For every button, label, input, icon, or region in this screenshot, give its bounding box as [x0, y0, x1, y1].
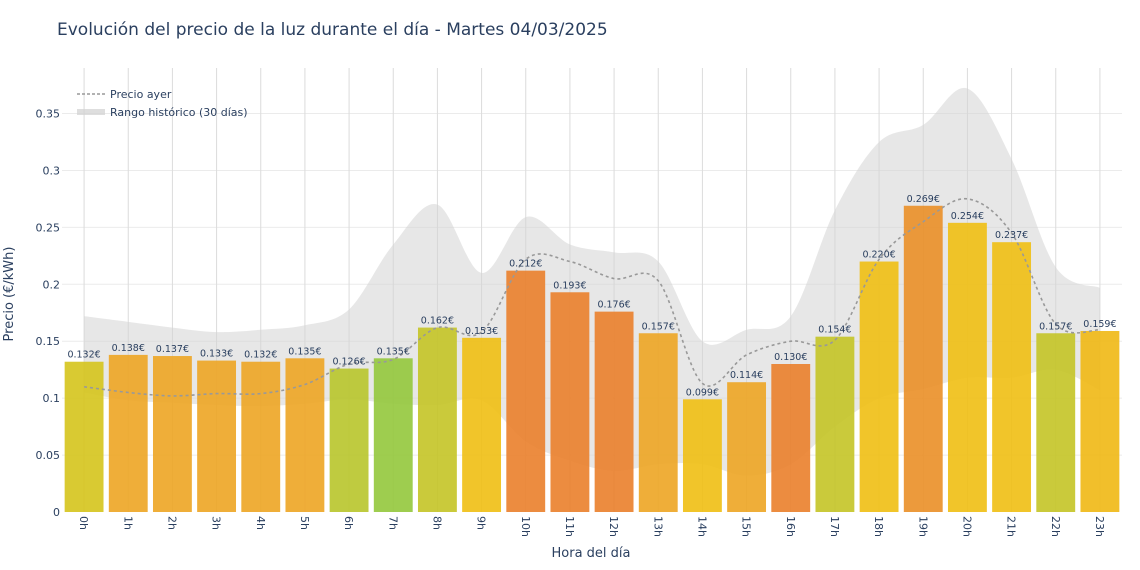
y-tick-label: 0.05 [36, 449, 61, 462]
price-bar [417, 327, 457, 512]
price-bar [947, 222, 987, 513]
x-tick-label: 9h [475, 516, 488, 530]
bar-value-label: 0.254€ [951, 211, 984, 222]
bar-value-label: 0.135€ [288, 346, 321, 357]
price-bar [771, 364, 811, 512]
x-tick-label: 2h [165, 516, 178, 530]
bar-value-label: 0.135€ [377, 346, 410, 357]
chart-title: Evolución del precio de la luz durante e… [57, 20, 608, 40]
bar-value-label: 0.132€ [67, 350, 100, 361]
bar-value-label: 0.157€ [1039, 321, 1072, 332]
x-tick-label: 11h [563, 516, 576, 537]
x-tick-label: 13h [651, 516, 664, 537]
price-bar [859, 261, 899, 512]
price-bar [815, 336, 855, 512]
price-bar [329, 368, 369, 512]
price-bar [197, 360, 237, 512]
bar-value-label: 0.133€ [200, 349, 233, 360]
y-tick-label: 0.1 [43, 392, 61, 405]
x-tick-label: 19h [916, 516, 929, 537]
bar-value-label: 0.193€ [553, 280, 586, 291]
historical-range-band [84, 87, 1100, 476]
x-tick-label: 7h [386, 516, 399, 530]
x-tick-label: 1h [121, 516, 134, 530]
x-tick-label: 18h [872, 516, 885, 537]
x-tick-label: 22h [1049, 516, 1062, 537]
legend-label-yesterday: Precio ayer [110, 88, 172, 101]
x-tick-label: 16h [784, 516, 797, 537]
price-bar [1080, 330, 1120, 512]
legend-label-range: Rango histórico (30 días) [110, 106, 248, 119]
bar-value-label: 0.114€ [730, 370, 763, 381]
y-tick-label: 0.15 [36, 335, 61, 348]
price-bar [594, 311, 634, 512]
bar-value-label: 0.237€ [995, 230, 1028, 241]
bar-value-label: 0.269€ [907, 194, 940, 205]
axis-layer: 0 0.05 0.1 0.15 0.2 0.25 0.3 0.35 0h 1h 2h 3h 4h 5h 6h… [36, 108, 1106, 537]
bar-value-label: 0.176€ [597, 300, 630, 311]
bar-value-label: 0.220€ [862, 250, 895, 261]
historical-range-band-layer [84, 87, 1100, 476]
x-tick-label: 6h [342, 516, 355, 530]
yesterday-price-line [83, 198, 1100, 397]
bar-value-label: 0.154€ [818, 325, 851, 336]
bar-value-label: 0.162€ [421, 316, 454, 327]
x-tick-label: 21h [1005, 516, 1018, 537]
y-tick-label: 0.25 [36, 221, 61, 234]
x-tick-label: 23h [1093, 516, 1106, 537]
x-tick-label: 5h [298, 516, 311, 530]
x-tick-label: 12h [607, 516, 620, 537]
bar-value-label: 0.138€ [112, 343, 145, 354]
x-tick-label: 14h [695, 516, 708, 537]
bar-value-label: 0.137€ [156, 344, 189, 355]
price-bar [373, 358, 413, 512]
price-bar [152, 356, 192, 512]
price-bar [992, 242, 1032, 512]
price-bar [1036, 333, 1076, 512]
price-bar [462, 337, 502, 512]
bar-value-label: 0.130€ [774, 352, 807, 363]
y-tick-label: 0.35 [36, 108, 61, 121]
price-bar [727, 382, 767, 512]
price-bar [108, 354, 148, 512]
bar-value-label: 0.132€ [244, 350, 277, 361]
legend-band-swatch [77, 109, 105, 115]
bar-layer [64, 205, 1120, 513]
bar-value-label: 0.159€ [1083, 319, 1116, 330]
y-tick-label: 0.2 [43, 278, 61, 291]
price-bar [682, 399, 722, 512]
x-tick-label: 17h [828, 516, 841, 537]
x-tick-label: 15h [740, 516, 753, 537]
x-tick-label: 3h [210, 516, 223, 530]
y-tick-label: 0.3 [43, 164, 61, 177]
x-axis-title: Hora del día [552, 546, 631, 561]
price-bar [903, 205, 943, 512]
bar-value-label: 0.153€ [465, 326, 498, 337]
bar-value-label: 0.099€ [686, 387, 719, 398]
price-bar [638, 333, 678, 512]
x-tick-label: 8h [430, 516, 443, 530]
x-tick-label: 10h [519, 516, 532, 537]
bar-value-label: 0.157€ [642, 321, 675, 332]
price-bar [550, 292, 590, 512]
price-bar [64, 361, 104, 512]
y-tick-label: 0 [53, 506, 60, 519]
yesterday-line-layer [83, 198, 1100, 397]
x-tick-label: 4h [254, 516, 267, 530]
legend: Precio ayer Rango histórico (30 días) [77, 88, 248, 119]
bar-value-label: 0.212€ [509, 259, 542, 270]
x-tick-label: 20h [960, 516, 973, 537]
price-bar [285, 358, 325, 512]
price-bar [506, 270, 546, 512]
price-bar [241, 361, 281, 512]
data-label-layer: 0.132€ 0.138€ 0.137€ 0.133€ 0.132€ 0.135€ 0.12… [67, 194, 1116, 399]
bar-value-label: 0.126€ [332, 357, 365, 368]
x-tick-label: 0h [77, 516, 90, 530]
y-axis-title: Precio (€/kWh) [2, 247, 17, 342]
